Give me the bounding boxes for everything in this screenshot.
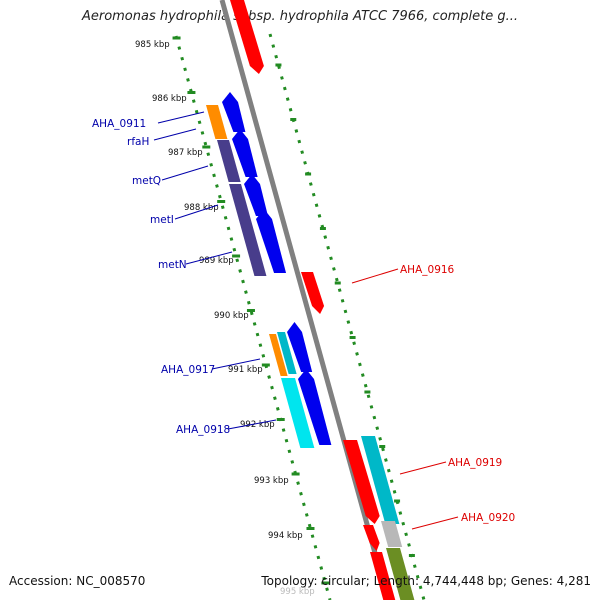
gene-block-meti-arrow — [244, 174, 268, 216]
topology-text: Topology: circular; Length: 4,744,448 bp… — [261, 574, 591, 588]
gene-block-red-lower — [370, 552, 396, 600]
ruler-label: 986 kbp — [152, 94, 187, 104]
gene-label-aha-0917: AHA_0917 — [161, 364, 215, 376]
gene-block-aha-0916 — [301, 272, 325, 314]
gene-block-aha-0917 — [277, 332, 297, 374]
ruler-label: 992 kbp — [240, 420, 275, 430]
gene-block-aha-0919 — [343, 440, 380, 524]
gene-block-aha-0920 — [363, 525, 380, 551]
ruler-label: 987 kbp — [168, 148, 203, 158]
ruler-label: 990 kbp — [214, 311, 249, 321]
gene-label-aha-0916: AHA_0916 — [400, 264, 455, 276]
gene-block-rfah — [222, 92, 246, 132]
leader-line — [399, 461, 447, 475]
leader-line — [161, 165, 209, 181]
gene-block-aha-0911 — [206, 105, 228, 139]
leader-line — [185, 251, 233, 265]
leader-line — [351, 268, 399, 284]
leader-line — [174, 204, 219, 220]
gene-block-metq — [217, 140, 241, 182]
gene-block-metq-arrow — [232, 129, 258, 177]
gene-block-olive — [386, 548, 415, 600]
ruler-label: 989 kbp — [199, 256, 234, 266]
gene-block-metn — [256, 209, 287, 273]
leader-line — [157, 111, 205, 124]
leader-line — [153, 128, 197, 141]
leader-line — [411, 516, 459, 530]
map-title: Aeromonas hydrophila subsp. hydrophila A… — [81, 9, 519, 24]
gene-label-metn: metN — [158, 259, 187, 271]
gene-block-aha-0919-cyan — [361, 436, 400, 524]
leader-line — [211, 358, 261, 370]
gene-block-aha-0917-arrow — [287, 322, 313, 372]
gene-label-meti: metI — [150, 214, 174, 226]
gene-label-metq: metQ — [132, 175, 161, 187]
gene-block-aha-0918-arrow — [298, 369, 332, 445]
gene-labels: AHA_0911 rfaH metQ metI metN AHA_0917 AH… — [92, 111, 515, 530]
leader-line — [227, 419, 277, 430]
ruler-label: 991 kbp — [228, 365, 263, 375]
gene-label-aha-0919: AHA_0919 — [448, 457, 502, 469]
ruler-label: 985 kbp — [135, 40, 170, 50]
gene-label-rfah: rfaH — [127, 136, 149, 148]
gene-block-aha-0920-gray — [381, 521, 403, 547]
ruler-label: 995 kbp — [280, 587, 315, 597]
gene-block-meti — [229, 184, 267, 276]
ruler-label: 988 kbp — [184, 203, 219, 213]
ruler-label: 993 kbp — [254, 476, 289, 486]
gene-label-aha-0918: AHA_0918 — [176, 424, 230, 436]
gene-block-red — [230, 0, 264, 74]
accession-text: Accession: NC_008570 — [9, 574, 146, 588]
gene-block-aha-0917-orange — [269, 334, 288, 376]
ruler-label: 994 kbp — [268, 531, 303, 541]
ruler-labels: 985 kbp 986 kbp 987 kbp 988 kbp 989 kbp … — [135, 40, 315, 597]
gene-block-aha-0918 — [281, 378, 315, 448]
gene-features — [206, 0, 415, 600]
genome-backbone — [219, 0, 391, 600]
tick-marks — [172, 36, 415, 585]
gene-label-aha-0920: AHA_0920 — [461, 512, 515, 524]
gene-label-aha-0911: AHA_0911 — [92, 118, 146, 130]
